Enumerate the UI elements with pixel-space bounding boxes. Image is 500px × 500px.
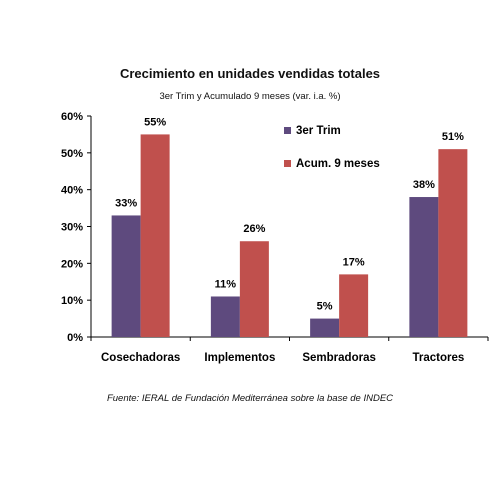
category-label: Implementos [204, 352, 275, 364]
bar-value-label: 38% [413, 179, 435, 191]
bar [210, 296, 240, 337]
source-note: Fuente: IERAL de Fundación Mediterránea … [106, 393, 394, 404]
legend-label: Acum. 9 meses [296, 158, 380, 170]
bar-value-label: 11% [215, 278, 237, 290]
legend-swatch [284, 160, 291, 167]
bar-value-label: 33% [115, 197, 137, 209]
category-label: Cosechadoras [101, 352, 180, 364]
category-label: Sembradoras [302, 352, 376, 364]
bar-value-label: 5% [317, 301, 333, 313]
legend-label: 3er Trim [296, 125, 341, 137]
y-tick-label: 20% [61, 258, 83, 270]
bar [438, 149, 468, 337]
chart-title: Crecimiento en unidades vendidas totales [119, 66, 381, 81]
y-tick-label: 60% [61, 111, 83, 123]
y-tick-label: 10% [61, 295, 83, 307]
y-tick-label: 50% [61, 148, 83, 160]
y-tick-label: 40% [61, 185, 83, 197]
bar [111, 215, 141, 337]
bar-value-label: 51% [442, 131, 464, 143]
bar-value-label: 55% [144, 116, 166, 128]
chart-subtitle: 3er Trim y Acumulado 9 meses (var. i.a. … [159, 91, 341, 102]
bar [239, 241, 269, 337]
y-tick-label: 0% [67, 332, 83, 344]
bar [409, 197, 439, 337]
legend-swatch [284, 127, 291, 134]
y-tick-label: 30% [61, 222, 83, 234]
bar [339, 274, 369, 337]
bar-value-label: 17% [343, 256, 365, 268]
bar [310, 318, 340, 337]
category-label: Tractores [412, 352, 464, 364]
bar-value-label: 26% [243, 223, 265, 235]
bar [140, 134, 170, 337]
